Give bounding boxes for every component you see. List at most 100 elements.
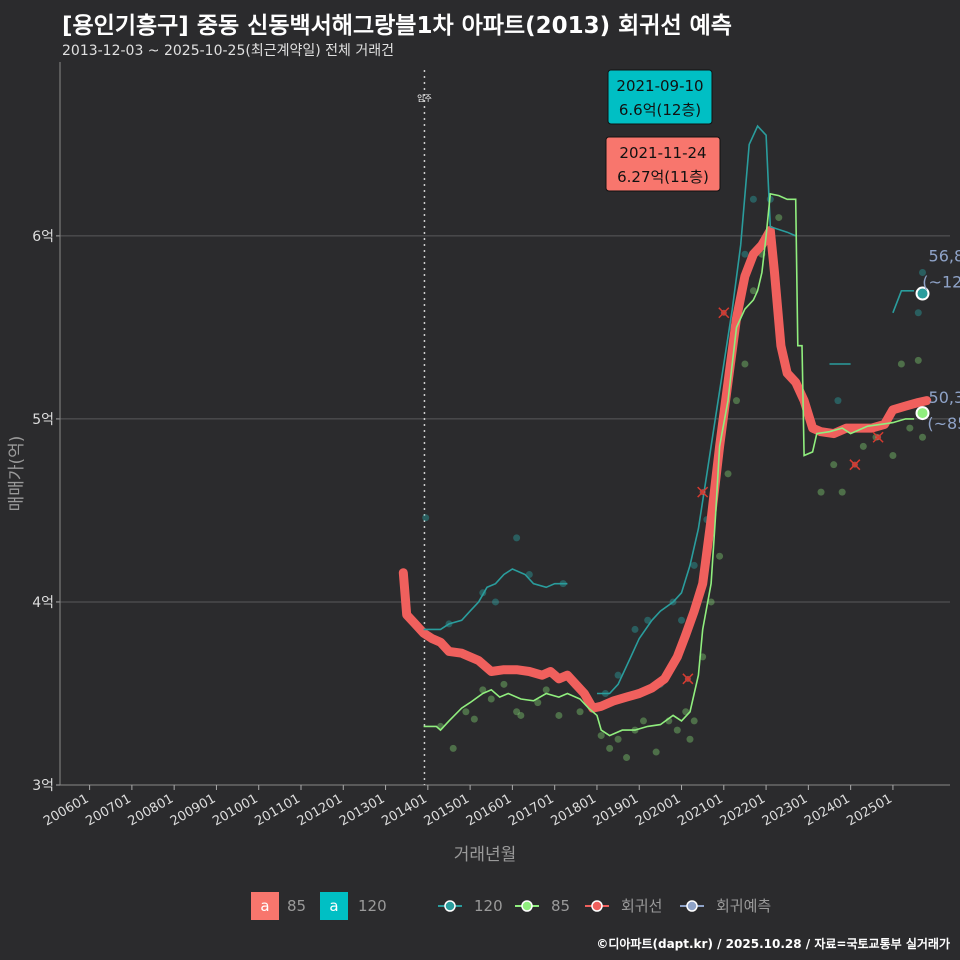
- scatter-point-85: [487, 695, 495, 703]
- scatter-point-85: [597, 732, 605, 740]
- x-tick-label: 201001: [210, 791, 260, 829]
- scatter-point-120: [422, 514, 430, 522]
- scatter-point-120: [644, 616, 652, 624]
- legend-line-label: 회귀선: [621, 897, 662, 915]
- x-tick-label: 201601: [464, 791, 514, 829]
- x-tick-label: 201101: [253, 791, 303, 829]
- legend-point-key: [444, 900, 456, 912]
- x-tick-label: 202401: [802, 791, 852, 829]
- scatter-point-85: [716, 552, 724, 560]
- x-tick-label: 201801: [548, 791, 598, 829]
- scatter-point-85: [914, 356, 922, 364]
- scatter-point-120: [690, 561, 698, 569]
- legend-line-label: 85: [551, 897, 570, 915]
- peak-label-box-120: [607, 69, 713, 125]
- legend-line-label: 회귀예측: [716, 897, 771, 915]
- move-in-label: 입주: [417, 94, 432, 103]
- legend-fill-glyph: a: [260, 897, 269, 915]
- scatter-point-120: [491, 598, 499, 606]
- legend-fill-glyph: a: [329, 897, 338, 915]
- x-tick-label: 201501: [422, 791, 472, 829]
- scatter-point-85: [889, 452, 897, 460]
- cross-marker: [718, 307, 730, 319]
- cross-marker: [682, 673, 694, 685]
- scatter-point-85: [517, 711, 525, 719]
- legend: a 85 a 120 120 85 회귀선 회귀예측: [251, 892, 771, 920]
- scatter-point-85: [555, 711, 563, 719]
- scatter-point-120: [741, 250, 749, 258]
- scatter-point-85: [500, 680, 508, 688]
- end-area-label-120: (~120㎡): [922, 273, 960, 292]
- scatter-point-85: [838, 488, 846, 496]
- scatter-point-85: [639, 717, 647, 725]
- scatter-point-85: [690, 717, 698, 725]
- scatter-point-85: [732, 397, 740, 405]
- end-area-label-85: (~85㎡): [927, 414, 960, 433]
- scatter-point-85: [542, 686, 550, 694]
- legend-point-key: [686, 900, 698, 912]
- grid: [60, 235, 950, 786]
- scatter-point-85: [906, 424, 914, 432]
- peak-label-date-85: 2021-11-24: [619, 144, 706, 162]
- scatter-point-85: [919, 433, 927, 441]
- cross-marker: [872, 431, 884, 443]
- scatter-point-85: [707, 598, 715, 606]
- scatter-point-120: [914, 309, 922, 317]
- axes: 3억4억5억6억20060120070120080120090120100120…: [7, 62, 950, 865]
- end-value-label-120: 56,850: [929, 247, 960, 266]
- cross-marker: [697, 486, 709, 498]
- peak-label-box-85: [605, 136, 721, 192]
- series-120-line: [892, 290, 915, 314]
- end-point-marker-85: [915, 406, 930, 421]
- scatter-point-85: [673, 726, 681, 734]
- scatter-point-85: [859, 442, 867, 450]
- scatter-point-120: [631, 625, 639, 633]
- scatter-point-85: [614, 735, 622, 743]
- series-lines: [398, 124, 932, 737]
- x-tick-label: 201701: [506, 791, 556, 829]
- scatter-point-85: [479, 686, 487, 694]
- series-120-line: [597, 124, 797, 695]
- regression-line: [398, 225, 932, 713]
- move-in-marker: 입주: [417, 70, 432, 785]
- scatter-point-85: [462, 708, 470, 716]
- scatter-points: [422, 195, 927, 762]
- chart-subtitle: 2013-12-03 ~ 2025-10-25(최근계약일) 전체 거래건: [62, 43, 394, 59]
- scatter-point-85: [741, 360, 749, 368]
- x-tick-label: 200801: [126, 791, 176, 829]
- end-point-marker-120: [915, 286, 930, 301]
- legend-fill-label: 85: [287, 897, 306, 915]
- y-tick-label: 6억: [32, 229, 54, 245]
- legend-point-key: [521, 900, 533, 912]
- x-tick-label: 202201: [718, 791, 768, 829]
- series-120-line: [423, 568, 568, 631]
- scatter-point-85: [652, 748, 660, 756]
- scatter-point-120: [513, 534, 521, 542]
- x-axis-title: 거래년월: [454, 845, 517, 865]
- legend-fill-swatch-120: [320, 892, 348, 920]
- scatter-point-85: [817, 488, 825, 496]
- peak-label-price-85: 6.27억(11층): [617, 168, 709, 186]
- legend-line-label: 120: [474, 897, 503, 915]
- scatter-point-85: [830, 461, 838, 469]
- scatter-point-85: [749, 287, 757, 295]
- x-tick-label: 202101: [675, 791, 725, 829]
- credit-text: ©디아파트(dapt.kr) / 2025.10.28 / 자료=국토교통부 실…: [596, 937, 950, 951]
- x-tick-label: 202501: [844, 791, 894, 829]
- legend-fill-label: 120: [358, 897, 387, 915]
- scatter-point-85: [576, 708, 584, 716]
- scatter-point-85: [470, 715, 478, 723]
- x-tick-label: 201401: [379, 791, 429, 829]
- scatter-point-85: [449, 744, 457, 752]
- scatter-point-120: [919, 268, 927, 276]
- series-85-line: [423, 192, 915, 737]
- cross-marker: [849, 459, 861, 471]
- scatter-point-120: [614, 671, 622, 679]
- annotations: 56,850 (~120㎡) 50,320 (~85㎡) 2021-09-10 6.6억(…: [605, 69, 960, 433]
- x-tick-label: 200901: [168, 791, 218, 829]
- end-value-label-85: 50,320: [929, 388, 960, 407]
- scatter-point-85: [606, 744, 614, 752]
- scatter-point-120: [678, 616, 686, 624]
- legend-fill-swatch-85: [251, 892, 279, 920]
